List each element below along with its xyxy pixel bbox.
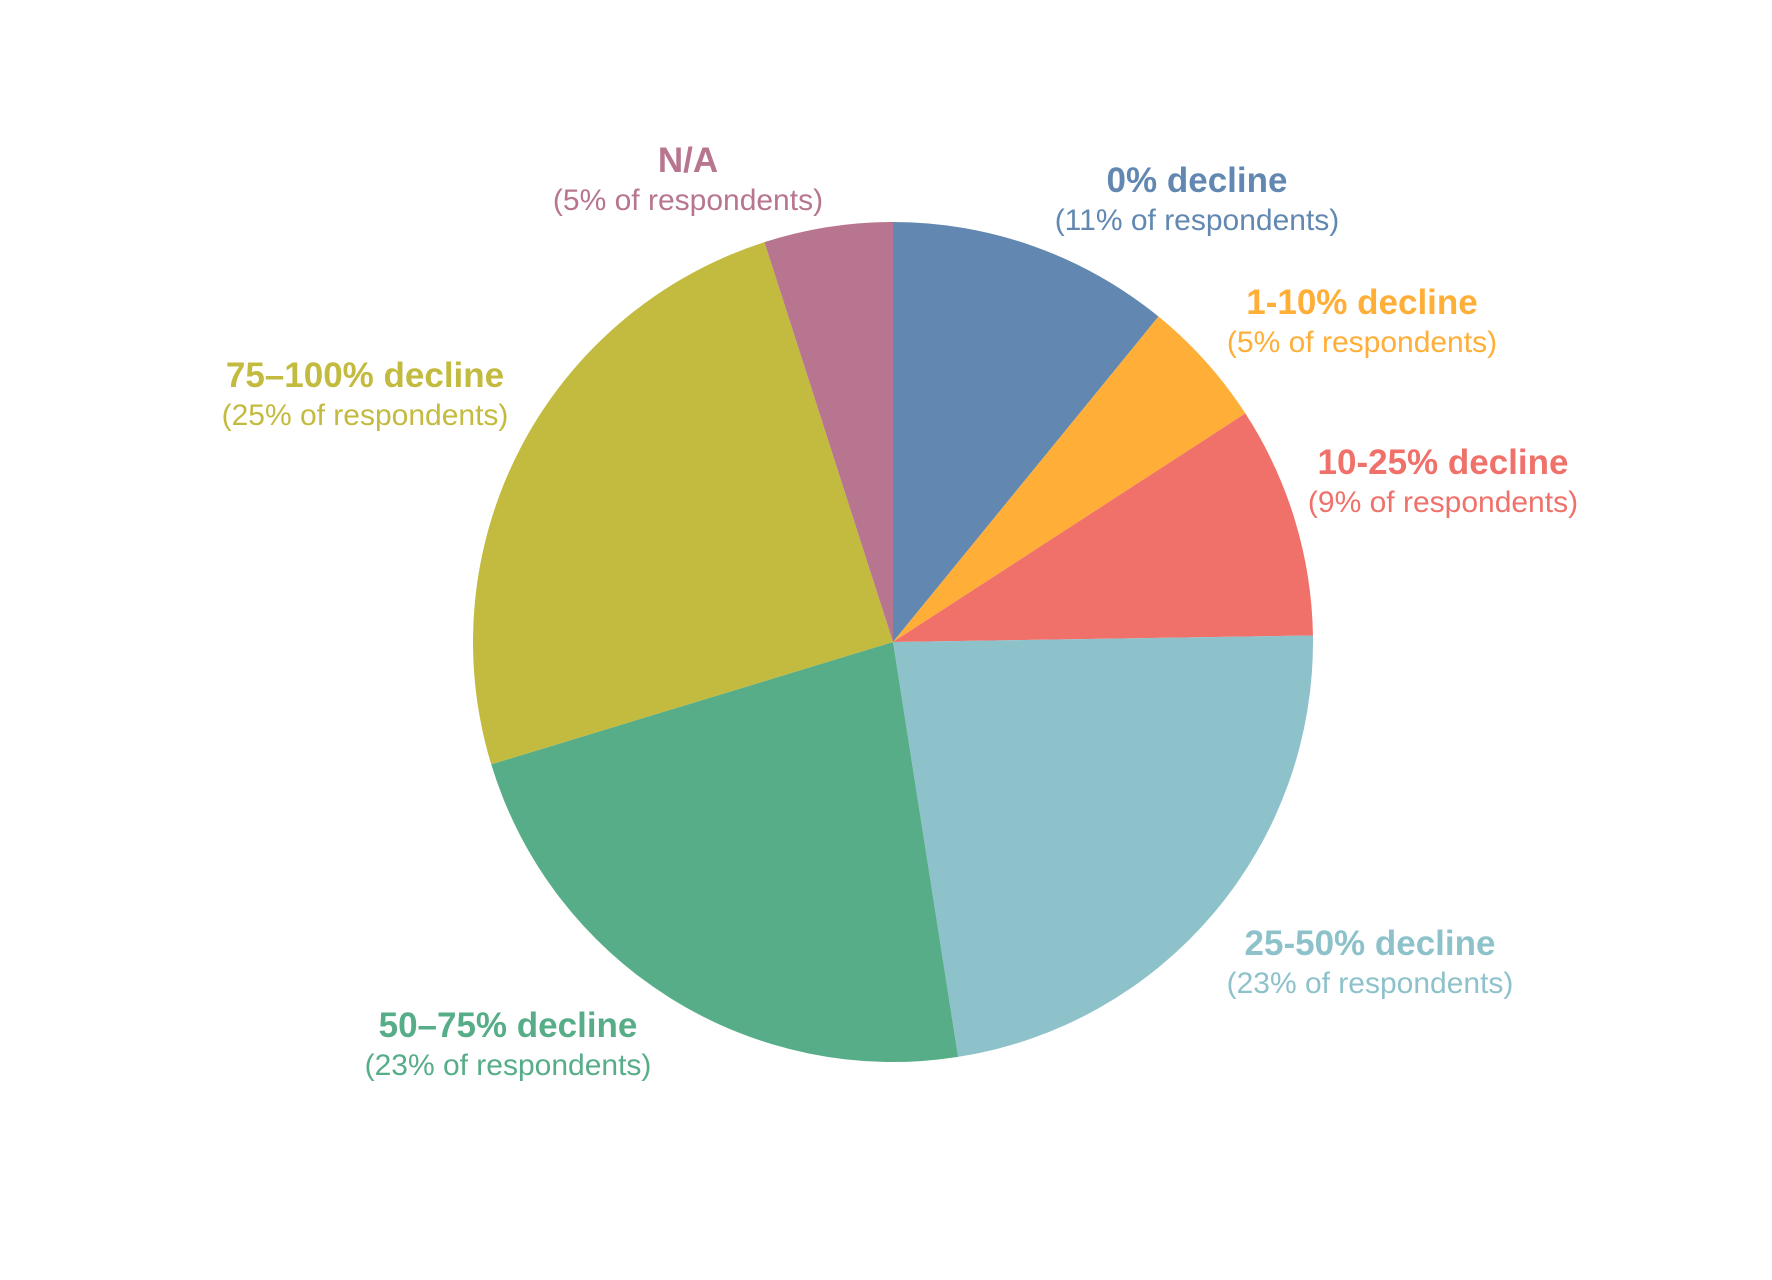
slice-sublabel: (9% of respondents): [1307, 486, 1579, 519]
slice-sublabel: (5% of respondents): [1226, 326, 1498, 359]
label-0-percent-decline: 0% decline (11% of respondents): [1055, 160, 1340, 240]
pie-slice-25-50-decline: [893, 635, 1314, 1057]
slice-title: 75–100% decline: [225, 356, 505, 395]
label-75-100-percent-decline: 75–100% decline (25% of respondents): [222, 355, 509, 435]
slice-title: 1-10% decline: [1246, 283, 1478, 322]
slice-sublabel: (23% of respondents): [1226, 967, 1514, 1000]
label-1-10-percent-decline: 1-10% decline (5% of respondents): [1227, 282, 1497, 362]
slice-sublabel: (11% of respondents): [1054, 204, 1340, 237]
pie-slice-0-decline: [893, 222, 1159, 642]
label-50-75-percent-decline: 50–75% decline (23% of respondents): [365, 1005, 652, 1085]
slice-sublabel: (5% of respondents): [552, 184, 824, 217]
slice-title: 25-50% decline: [1244, 924, 1496, 963]
pie-slice-1-10-decline: [893, 316, 1246, 642]
label-n-a: N/A (5% of respondents): [553, 140, 823, 220]
slice-title: N/A: [657, 141, 719, 180]
pie-slice-10-25-decline: [893, 413, 1313, 642]
slice-sublabel: (23% of respondents): [364, 1049, 652, 1082]
pie-slice-75-100-decline: [472, 242, 893, 765]
slice-sublabel: (25% of respondents): [221, 399, 509, 432]
label-25-50-percent-decline: 25-50% decline (23% of respondents): [1227, 923, 1514, 1003]
slice-title: 50–75% decline: [378, 1006, 638, 1045]
label-10-25-percent-decline: 10-25% decline (9% of respondents): [1308, 442, 1578, 522]
pie-slices: [472, 222, 1314, 1063]
slice-title: 10-25% decline: [1317, 443, 1569, 482]
pie-slice-n-a: [764, 222, 893, 642]
pie-slice-50-75-decline: [491, 642, 959, 1063]
slice-title: 0% decline: [1106, 161, 1288, 200]
